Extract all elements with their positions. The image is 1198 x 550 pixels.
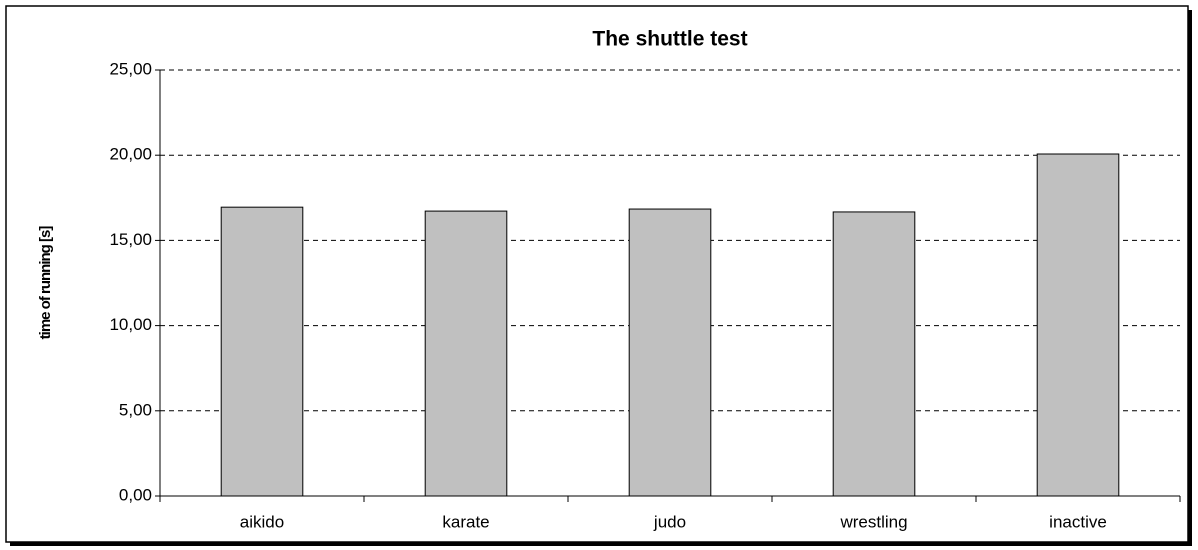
y-tick-label: 5,00: [119, 400, 152, 419]
x-tick-label: karate: [442, 512, 489, 531]
y-tick-label: 10,00: [109, 315, 152, 334]
bar: [628, 208, 712, 497]
x-tick-label: wrestling: [839, 512, 907, 531]
y-tick-label: 25,00: [109, 59, 152, 78]
x-tick-label: inactive: [1049, 512, 1107, 531]
x-tick-label: aikido: [240, 512, 284, 531]
bar: [1036, 153, 1120, 497]
frame: [5, 5, 1189, 543]
bar: [832, 211, 916, 497]
y-tick-label: 15,00: [109, 230, 152, 249]
y-tick-label: 0,00: [119, 485, 152, 504]
bar: [220, 206, 304, 497]
chart-title: The shuttle test: [592, 28, 747, 51]
bar: [424, 210, 508, 497]
x-tick-label: judo: [653, 512, 686, 531]
y-tick-label: 20,00: [109, 145, 152, 164]
y-axis-label: time of running [s]: [37, 226, 54, 340]
